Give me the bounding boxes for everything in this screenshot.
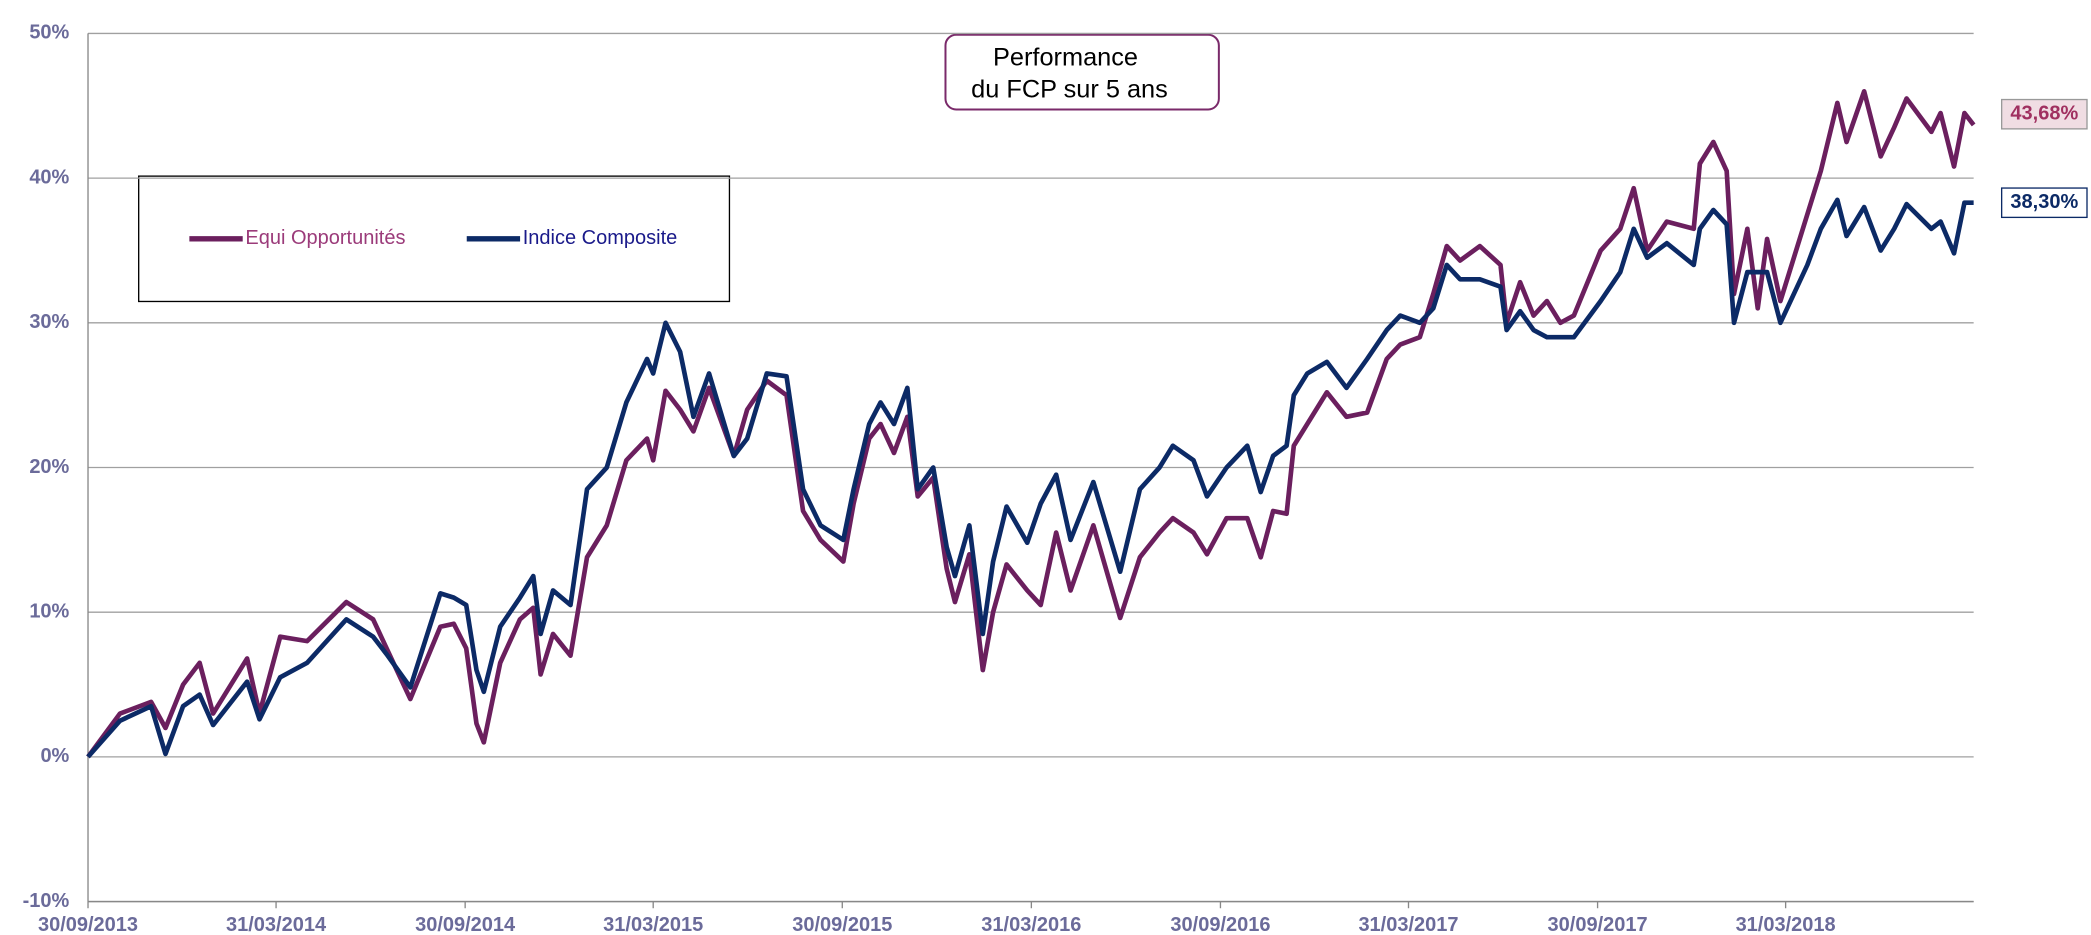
x-tick-label: 31/03/2018 <box>1736 914 1836 935</box>
y-tick-label: 0% <box>40 745 69 767</box>
series-line <box>86 88 1976 759</box>
x-tick-label: 30/09/2015 <box>792 914 892 935</box>
y-tick-label: 10% <box>29 600 69 622</box>
x-tick-label: 30/09/2016 <box>1170 914 1270 935</box>
y-tick-label: 20% <box>29 456 69 478</box>
x-tick-label: 30/09/2017 <box>1548 914 1648 935</box>
end-label-box <box>2000 187 2088 219</box>
y-tick-label: 30% <box>29 311 69 333</box>
y-tick-label: 40% <box>29 166 69 188</box>
y-tick-label: 50% <box>29 22 69 44</box>
title-box <box>944 33 1220 111</box>
chart-title: Performance <box>993 43 1138 71</box>
legend-label: Indice Composite <box>523 227 678 249</box>
end-label: 43,68% <box>2010 102 2078 124</box>
chart-title: du FCP sur 5 ans <box>971 75 1168 103</box>
end-label: 38,30% <box>2010 191 2078 213</box>
x-tick-label: 31/03/2015 <box>603 914 703 935</box>
x-tick-label: 31/03/2014 <box>226 914 327 935</box>
x-tick-label: 31/03/2016 <box>981 914 1081 935</box>
x-tick-label: 30/09/2013 <box>38 914 138 935</box>
end-label-box <box>2000 98 2088 130</box>
y-tick-label: -10% <box>23 890 70 912</box>
legend-label: Equi Opportunités <box>245 227 405 249</box>
series-line <box>86 197 1974 759</box>
x-tick-label: 31/03/2017 <box>1358 914 1458 935</box>
x-tick-label: 30/09/2014 <box>415 914 516 935</box>
